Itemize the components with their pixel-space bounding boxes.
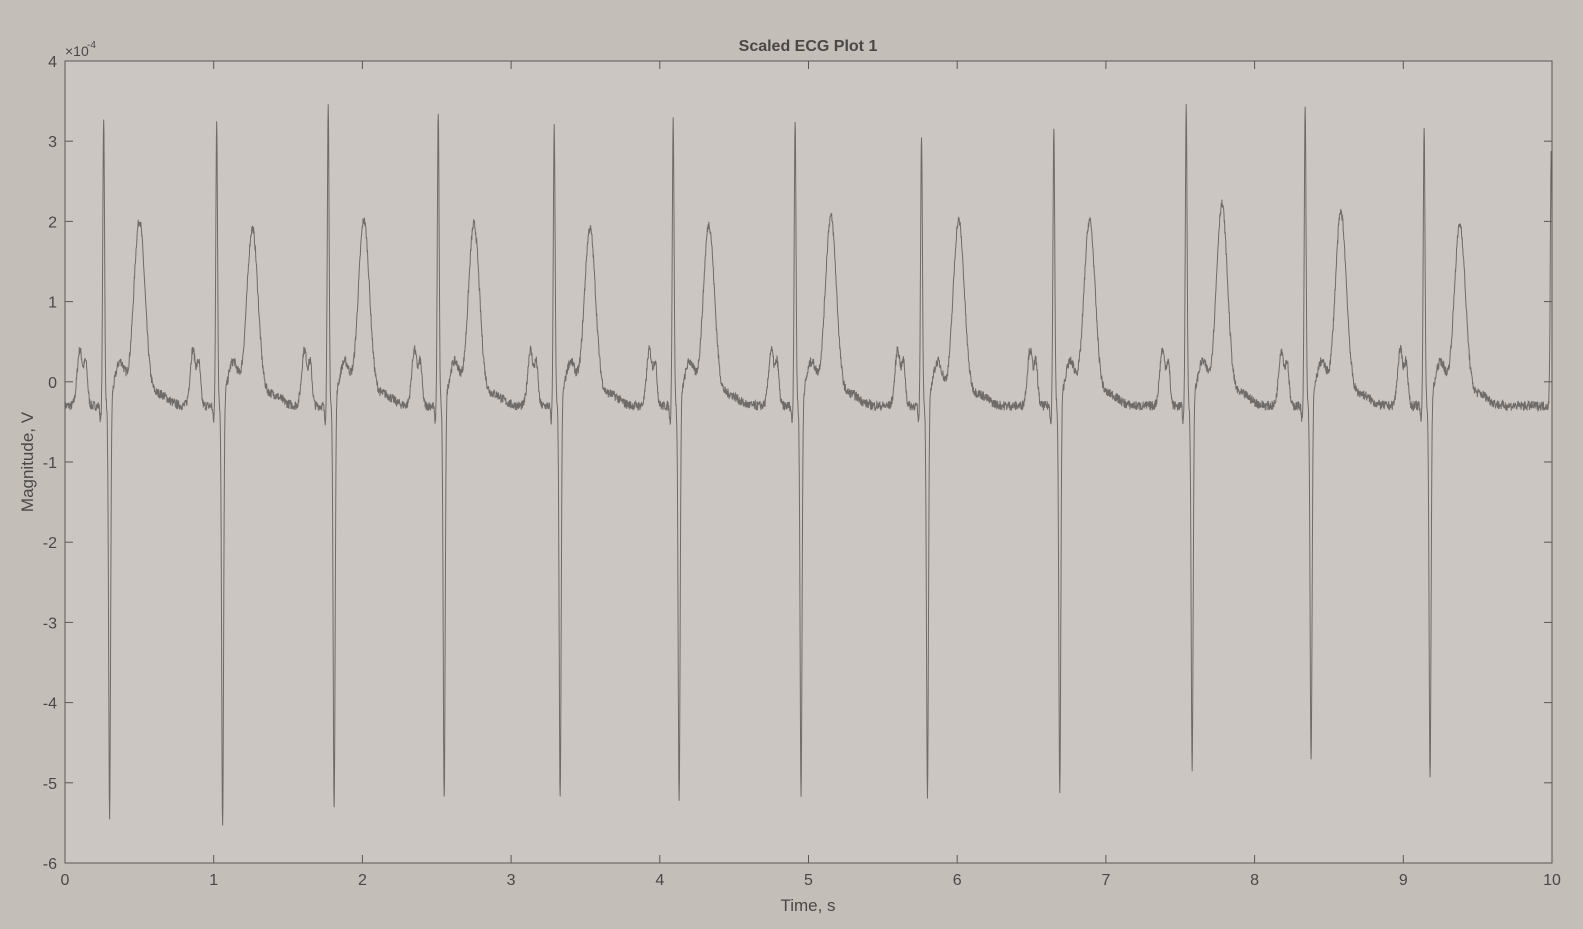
y-multiplier-exponent: -4 <box>87 40 96 51</box>
axes-box <box>64 60 1553 864</box>
ecg-series-line <box>65 104 1552 826</box>
x-tick-label: 5 <box>804 872 813 889</box>
x-tick-label: 1 <box>209 872 218 889</box>
y-tick-label: 2 <box>48 214 57 231</box>
x-tick-label: 0 <box>61 872 70 889</box>
x-tick-label: 4 <box>655 872 664 889</box>
x-tick-label: 2 <box>358 872 367 889</box>
y-tick-label: 4 <box>48 54 57 71</box>
y-tick-label: -1 <box>43 455 57 472</box>
x-tick-label: 9 <box>1399 872 1408 889</box>
y-tick-label: -3 <box>43 615 57 632</box>
x-tick-label: 7 <box>1101 872 1110 889</box>
x-tick-label: 8 <box>1250 872 1259 889</box>
y-tick-label: 1 <box>48 295 57 312</box>
x-axis-ticks: 0 1 2 3 4 5 6 7 8 9 10 <box>61 61 1561 889</box>
plot-area <box>65 104 1552 826</box>
x-tick-label: 10 <box>1543 872 1561 889</box>
y-tick-label: -6 <box>43 856 57 873</box>
x-tick-label: 3 <box>507 872 516 889</box>
x-axis-label: Time, s <box>780 896 835 915</box>
x-tick-label: 6 <box>953 872 962 889</box>
axes-background <box>65 61 1552 863</box>
y-axis-ticks: -6 -5 -4 -3 -2 -1 0 1 2 3 4 <box>43 54 1552 873</box>
y-axis-label: Magnitude, V <box>18 411 37 512</box>
y-multiplier-base: ×10 <box>65 43 89 59</box>
y-axis-multiplier: ×10 -4 <box>65 40 96 59</box>
y-tick-label: -5 <box>43 776 57 793</box>
y-tick-label: 0 <box>48 375 57 392</box>
y-tick-label: -4 <box>43 696 57 713</box>
chart-title: Scaled ECG Plot 1 <box>739 38 878 55</box>
y-tick-label: 3 <box>48 134 57 151</box>
y-tick-label: -2 <box>43 535 57 552</box>
